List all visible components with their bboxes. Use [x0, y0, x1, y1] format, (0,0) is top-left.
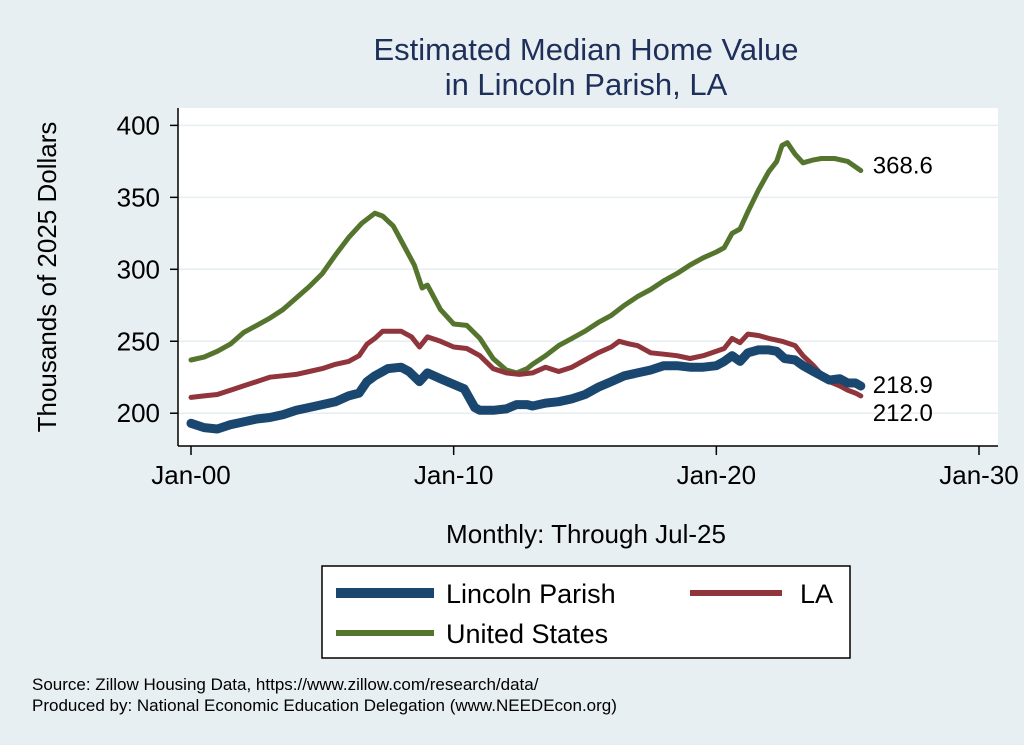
legend: Lincoln Parish LA United States — [321, 565, 851, 659]
legend-label-la: LA — [800, 579, 833, 609]
x-tick-label-2020: Jan-20 — [677, 460, 757, 490]
chart-title-line-1: Estimated Median Home Value — [373, 32, 798, 67]
source-note: Source: Zillow Housing Data, https://www… — [32, 675, 539, 694]
x-tick-label-2000: Jan-00 — [151, 460, 231, 490]
legend-label-united-states: United States — [446, 619, 608, 649]
y-tick-label-350: 350 — [117, 182, 160, 212]
series-line-lincoln-parish — [186, 345, 866, 434]
end-label-united-states: 368.6 — [873, 153, 933, 180]
x-axis-title: Monthly: Through Jul-25 — [446, 519, 726, 549]
series-lines — [186, 140, 866, 434]
legend-box — [321, 565, 851, 659]
grid-lines — [178, 124, 998, 414]
end-label-lincoln-parish: 218.9 — [873, 372, 933, 399]
legend-label-lincoln-parish: Lincoln Parish — [446, 579, 616, 609]
y-tick-label-200: 200 — [117, 398, 160, 428]
y-axis-title: Thousands of 2025 Dollars — [32, 122, 62, 433]
chart-title-line-2: in Lincoln Parish, LA — [445, 67, 728, 102]
x-tick-label-2010: Jan-10 — [414, 460, 494, 490]
y-tick-label-400: 400 — [117, 110, 160, 140]
series-line-united-states — [188, 140, 864, 376]
y-tick-label-250: 250 — [117, 326, 160, 356]
end-label-la: 212.0 — [873, 400, 933, 427]
series-line-la — [188, 328, 864, 400]
y-tick-label-300: 300 — [117, 254, 160, 284]
axes: 200 250 300 350 400 Jan-00 Jan-10 Jan-20 Jan-30 — [117, 108, 1019, 490]
x-tick-label-2030: Jan-30 — [939, 460, 1019, 490]
producer-note: Produced by: National Economic Education… — [32, 696, 617, 715]
